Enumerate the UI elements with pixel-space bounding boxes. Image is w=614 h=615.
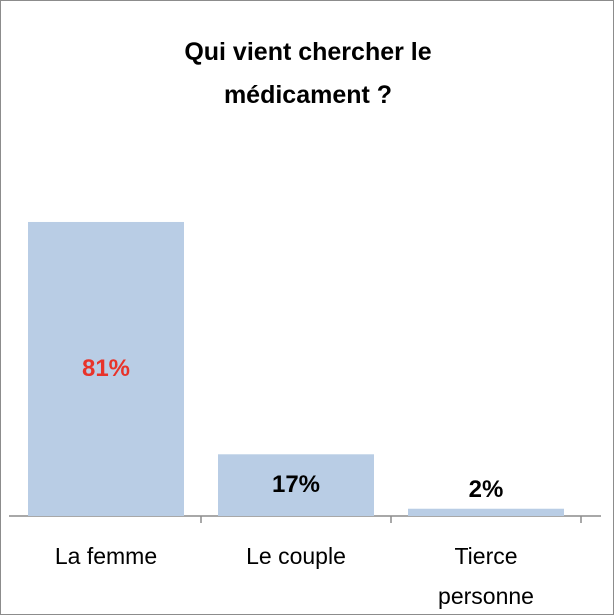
chart-title: Qui vient chercher le médicament ? [184,38,432,109]
x-tick-label: La femme [54,543,158,569]
bar [408,508,564,516]
bar [218,454,374,516]
data-label: 2% [468,476,504,503]
x-tick-label: Tierce personne [438,543,534,609]
x-tick-label: Le couple [246,543,346,569]
bar [28,221,184,516]
data-label: 81% [81,354,131,382]
data-label: 17% [271,471,321,499]
